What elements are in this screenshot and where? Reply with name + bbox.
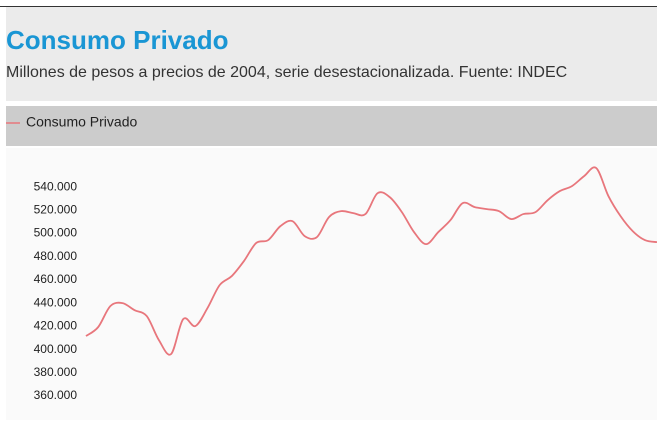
chart-title: Consumo Privado bbox=[6, 25, 228, 55]
y-tick-label: 460.000 bbox=[34, 272, 78, 286]
y-tick-label: 520.000 bbox=[34, 203, 78, 217]
y-tick-label: 420.000 bbox=[34, 319, 78, 333]
y-tick-label: 400.000 bbox=[34, 342, 78, 356]
legend-label: Consumo Privado bbox=[26, 114, 137, 130]
y-tick-label: 360.000 bbox=[34, 388, 78, 402]
y-tick-label: 500.000 bbox=[34, 226, 78, 240]
header bbox=[6, 7, 657, 101]
y-tick-label: 440.000 bbox=[34, 295, 78, 309]
y-tick-label: 380.000 bbox=[34, 365, 78, 379]
y-tick-label: 540.000 bbox=[34, 179, 78, 193]
chart-subtitle: Millones de pesos a precios de 2004, ser… bbox=[6, 64, 567, 81]
line bbox=[85, 166, 657, 356]
legend bbox=[6, 106, 657, 146]
y-tick-label: 480.000 bbox=[34, 249, 78, 263]
plot-area bbox=[6, 148, 657, 420]
